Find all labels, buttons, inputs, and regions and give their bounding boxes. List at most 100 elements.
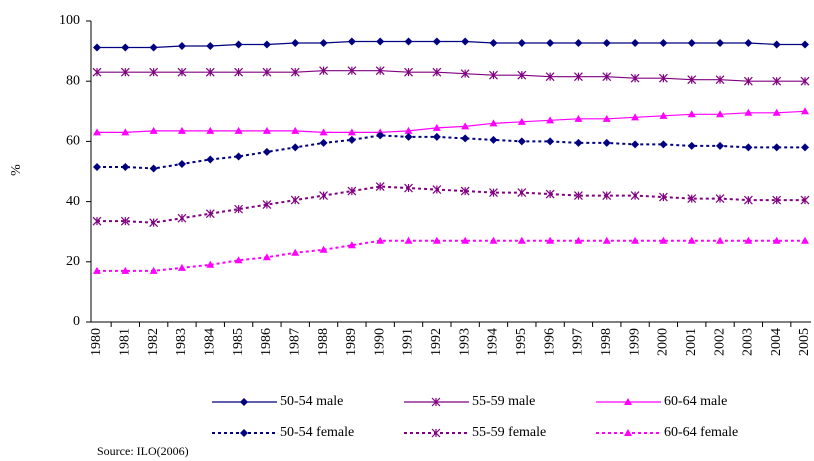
marker	[461, 37, 470, 46]
x-tick-label: 1997	[571, 328, 586, 356]
marker	[149, 164, 158, 173]
x-tick-label: 1987	[287, 328, 302, 356]
marker	[687, 75, 697, 85]
marker	[687, 236, 696, 244]
series-line	[97, 40, 805, 49]
marker	[801, 40, 809, 49]
marker	[687, 110, 696, 118]
marker	[319, 191, 328, 201]
marker	[92, 216, 102, 226]
marker	[574, 138, 583, 147]
legend-label: 55-59 female	[472, 425, 546, 440]
marker	[517, 117, 526, 125]
x-tick-label: 2000	[656, 328, 671, 356]
marker	[177, 213, 187, 223]
legend-label: 50-54 female	[280, 425, 354, 440]
marker	[659, 140, 668, 149]
x-tick-label: 1984	[202, 328, 217, 356]
marker	[234, 67, 244, 77]
marker	[120, 216, 130, 226]
marker	[93, 162, 101, 171]
marker	[631, 113, 640, 121]
marker	[716, 141, 725, 150]
marker	[206, 155, 215, 164]
marker	[574, 191, 583, 201]
x-tick-label: 1982	[146, 328, 161, 356]
marker	[545, 72, 555, 82]
marker	[93, 43, 101, 52]
marker	[744, 236, 753, 244]
marker	[431, 397, 441, 407]
marker	[404, 183, 413, 193]
marker	[517, 38, 526, 47]
marker	[262, 200, 272, 210]
x-tick-label: 1990	[372, 328, 387, 356]
marker	[489, 70, 498, 80]
x-tick-label: 1994	[486, 328, 501, 356]
marker	[687, 194, 697, 204]
marker	[262, 253, 271, 261]
x-tick-label: 1988	[316, 328, 331, 356]
y-tick-label: 60	[66, 134, 80, 149]
marker	[432, 236, 441, 244]
marker	[517, 188, 527, 197]
x-tick-label: 2001	[684, 328, 699, 356]
x-tick-label: 1998	[599, 328, 614, 356]
marker	[234, 204, 244, 214]
marker	[291, 143, 300, 152]
x-tick-label: 1983	[174, 328, 189, 356]
legend-label: 60-64 female	[664, 425, 738, 440]
marker	[92, 67, 102, 77]
marker	[546, 38, 555, 47]
x-tick-label: 1992	[429, 328, 444, 356]
marker	[772, 108, 781, 116]
marker	[461, 134, 470, 143]
marker	[772, 143, 781, 152]
marker	[574, 72, 583, 82]
marker	[432, 37, 441, 46]
marker	[658, 192, 668, 202]
series-line	[97, 185, 805, 224]
marker	[716, 236, 725, 244]
marker	[93, 266, 101, 274]
x-tick-label: 1993	[457, 328, 472, 356]
marker	[291, 248, 300, 256]
marker	[177, 126, 186, 134]
marker	[630, 191, 640, 201]
marker	[602, 236, 611, 244]
marker	[602, 138, 611, 147]
marker	[432, 132, 441, 141]
marker	[121, 128, 130, 136]
marker	[461, 122, 470, 130]
marker	[234, 40, 243, 49]
marker	[624, 398, 632, 405]
x-tick-label: 2005	[797, 328, 812, 356]
marker	[149, 67, 159, 77]
marker	[631, 38, 640, 47]
marker	[121, 43, 130, 52]
marker	[489, 236, 498, 244]
marker	[404, 126, 413, 134]
marker	[177, 159, 186, 168]
marker	[319, 245, 328, 253]
marker	[716, 38, 725, 47]
marker	[319, 128, 328, 136]
x-tick-label: 2004	[769, 328, 784, 356]
marker	[489, 135, 498, 144]
marker	[375, 182, 385, 191]
marker	[772, 195, 782, 205]
marker	[432, 67, 442, 77]
marker	[602, 114, 611, 122]
marker	[715, 75, 725, 85]
marker	[461, 236, 470, 244]
marker	[347, 241, 356, 249]
marker	[206, 41, 215, 50]
marker	[574, 114, 583, 122]
x-tick-label: 1980	[89, 328, 104, 356]
marker	[659, 236, 668, 244]
x-tick-label: 1981	[118, 328, 133, 356]
marker	[489, 188, 498, 197]
marker	[772, 236, 781, 244]
marker	[291, 126, 300, 134]
marker	[347, 135, 356, 144]
